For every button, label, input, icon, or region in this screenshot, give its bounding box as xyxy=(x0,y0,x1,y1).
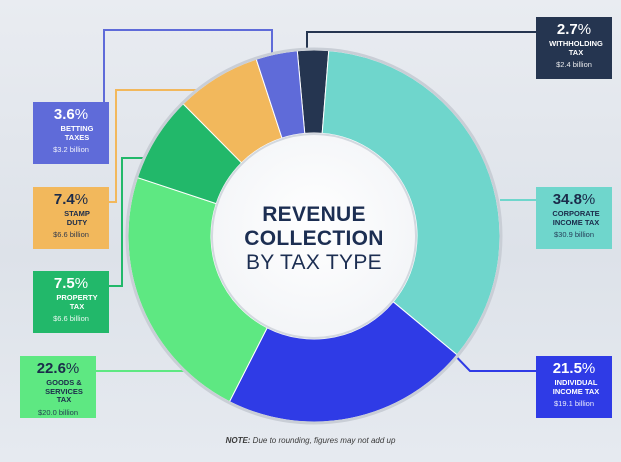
callout-percent: 2.7% xyxy=(556,21,592,38)
callout-name-line-1: PROPERTY xyxy=(56,293,98,302)
connector-stamp-duty xyxy=(109,89,228,203)
callout-property-tax: 7.5% PROPERTY TAX $6.6 billion xyxy=(33,271,109,333)
callout-amount: $6.6 billion xyxy=(53,314,89,324)
callout-name-line-2: INCOME TAX xyxy=(552,386,600,396)
connector-property-tax xyxy=(109,157,160,287)
callout-withholding-tax: 2.7% WITHHOLDING TAX $2.4 billion xyxy=(536,17,612,79)
callout-name-line-1: GOODS & xyxy=(46,378,82,387)
callout-amount: $6.6 billion xyxy=(53,230,89,240)
callout-individual-income-tax: 21.5% INDIVIDUAL INCOME TAX $19.1 billio… xyxy=(536,356,612,418)
callout-percent: 3.6% xyxy=(53,106,89,123)
callout-name-line-1: CORPORATE xyxy=(552,209,600,218)
callout-name-line-1: INDIVIDUAL xyxy=(554,378,598,387)
outer-ring xyxy=(125,47,503,425)
callout-amount: $2.4 billion xyxy=(556,60,592,70)
note-text: Due to rounding, figures may not add up xyxy=(250,436,396,445)
callout-goods-services-tax: 22.6% GOODS & SERVICES TAX $20.0 billion xyxy=(20,356,96,418)
callout-stamp-duty: 7.4% STAMP DUTY $6.6 billion xyxy=(33,187,109,249)
callout-betting-taxes: 3.6% BETTING TAXES $3.2 billion xyxy=(33,102,109,164)
callout-name-line-2: DUTY xyxy=(66,217,88,227)
callout-name-line-1: STAMP xyxy=(64,209,90,218)
callout-amount: $3.2 billion xyxy=(53,145,89,155)
note-label: NOTE: xyxy=(225,436,251,445)
title-line-3: BY TAX TYPE xyxy=(246,251,382,274)
callout-name-line-2: SERVICES TAX xyxy=(45,386,83,405)
callout-name-line-1: WITHHOLDING xyxy=(549,39,603,48)
callout-amount: $30.9 billion xyxy=(553,230,595,240)
callout-percent: 22.6% xyxy=(36,360,80,377)
chart-title: REVENUE COLLECTION BY TAX TYPE xyxy=(214,203,414,275)
callout-name-line-2: TAX xyxy=(568,47,584,57)
title-line-1: REVENUE xyxy=(262,203,366,226)
donut-hole xyxy=(211,133,417,339)
title-line-2: COLLECTION xyxy=(244,227,384,250)
callout-corporate-income-tax: 34.8% CORPORATE INCOME TAX $30.9 billion xyxy=(536,187,612,249)
callout-amount: $20.0 billion xyxy=(37,407,79,417)
callout-name-line-2: TAXES xyxy=(64,132,90,142)
callout-name-line-1: BETTING xyxy=(60,124,94,133)
footnote: NOTE: Due to rounding, figures may not a… xyxy=(0,436,621,445)
callout-percent: 7.4% xyxy=(53,191,89,208)
callout-name-line-2: TAX xyxy=(69,301,85,311)
callout-percent: 21.5% xyxy=(552,360,596,377)
callout-percent: 7.5% xyxy=(53,275,89,292)
callout-amount: $19.1 billion xyxy=(553,399,595,409)
callout-name-line-2: INCOME TAX xyxy=(552,217,600,227)
callout-percent: 34.8% xyxy=(552,191,596,208)
